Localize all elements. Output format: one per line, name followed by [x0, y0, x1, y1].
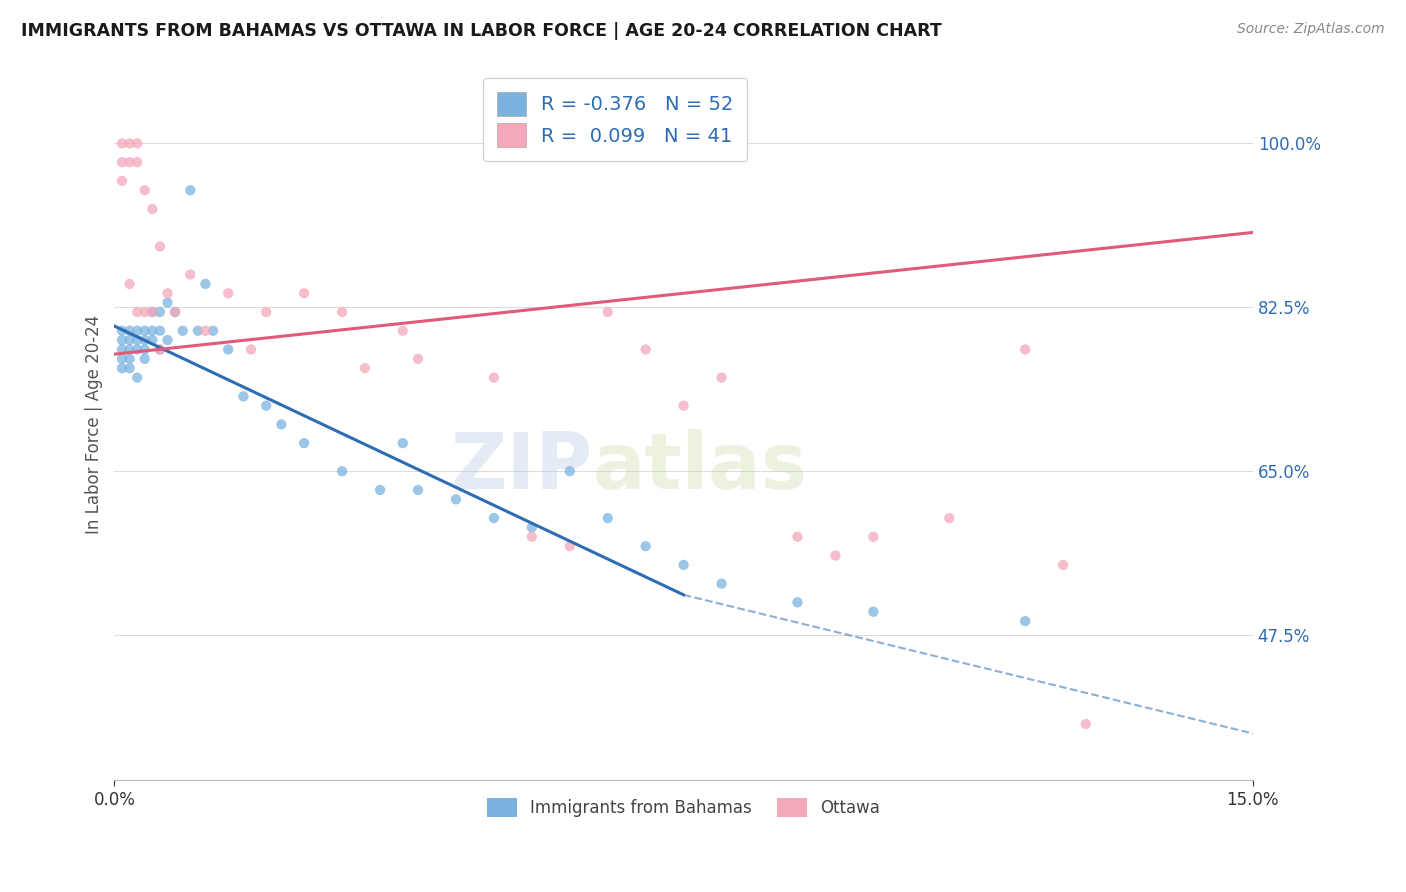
Point: [786, 530, 808, 544]
Point: [520, 530, 543, 544]
Point: [194, 277, 217, 291]
Point: [134, 324, 156, 338]
Point: [672, 558, 695, 572]
Point: [596, 511, 619, 525]
Point: [172, 324, 194, 338]
Point: [149, 239, 172, 253]
Legend: Immigrants from Bahamas, Ottawa: Immigrants from Bahamas, Ottawa: [478, 789, 889, 825]
Text: Source: ZipAtlas.com: Source: ZipAtlas.com: [1237, 22, 1385, 37]
Point: [127, 343, 149, 357]
Point: [179, 183, 201, 197]
Point: [156, 333, 179, 347]
Point: [127, 155, 149, 169]
Point: [134, 343, 156, 357]
Point: [127, 333, 149, 347]
Point: [240, 343, 263, 357]
Point: [111, 351, 134, 366]
Point: [354, 361, 377, 376]
Point: [862, 530, 884, 544]
Point: [824, 549, 846, 563]
Point: [710, 370, 733, 384]
Point: [292, 286, 315, 301]
Point: [118, 155, 141, 169]
Point: [149, 305, 172, 319]
Y-axis label: In Labor Force | Age 20-24: In Labor Force | Age 20-24: [86, 315, 103, 534]
Point: [127, 324, 149, 338]
Point: [134, 333, 156, 347]
Point: [118, 333, 141, 347]
Point: [141, 324, 163, 338]
Point: [111, 333, 134, 347]
Point: [149, 343, 172, 357]
Point: [672, 399, 695, 413]
Point: [558, 539, 581, 553]
Point: [292, 436, 315, 450]
Point: [202, 324, 225, 338]
Point: [634, 343, 657, 357]
Point: [596, 305, 619, 319]
Point: [118, 351, 141, 366]
Point: [141, 333, 163, 347]
Point: [482, 511, 505, 525]
Point: [111, 343, 134, 357]
Point: [134, 305, 156, 319]
Point: [1014, 343, 1036, 357]
Point: [127, 136, 149, 151]
Point: [111, 324, 134, 338]
Point: [111, 155, 134, 169]
Point: [254, 305, 277, 319]
Text: ZIP: ZIP: [450, 429, 592, 505]
Point: [634, 539, 657, 553]
Point: [217, 286, 239, 301]
Point: [1074, 717, 1097, 731]
Point: [127, 305, 149, 319]
Point: [134, 351, 156, 366]
Point: [149, 343, 172, 357]
Point: [141, 305, 163, 319]
Point: [270, 417, 292, 432]
Point: [165, 305, 187, 319]
Point: [406, 483, 429, 497]
Point: [111, 136, 134, 151]
Point: [134, 183, 156, 197]
Point: [254, 399, 277, 413]
Point: [444, 492, 467, 507]
Point: [149, 324, 172, 338]
Text: atlas: atlas: [592, 429, 807, 505]
Point: [156, 286, 179, 301]
Point: [141, 202, 163, 216]
Point: [406, 351, 429, 366]
Point: [520, 520, 543, 534]
Point: [330, 305, 353, 319]
Point: [165, 305, 187, 319]
Point: [938, 511, 960, 525]
Point: [111, 361, 134, 376]
Point: [179, 268, 201, 282]
Text: IMMIGRANTS FROM BAHAMAS VS OTTAWA IN LABOR FORCE | AGE 20-24 CORRELATION CHART: IMMIGRANTS FROM BAHAMAS VS OTTAWA IN LAB…: [21, 22, 942, 40]
Point: [194, 324, 217, 338]
Point: [391, 436, 413, 450]
Point: [217, 343, 239, 357]
Point: [111, 174, 134, 188]
Point: [118, 361, 141, 376]
Point: [232, 389, 254, 403]
Point: [141, 305, 163, 319]
Point: [368, 483, 391, 497]
Point: [127, 370, 149, 384]
Point: [187, 324, 209, 338]
Point: [118, 277, 141, 291]
Point: [1052, 558, 1074, 572]
Point: [558, 464, 581, 478]
Point: [1014, 614, 1036, 628]
Point: [156, 295, 179, 310]
Point: [118, 136, 141, 151]
Point: [118, 324, 141, 338]
Point: [862, 605, 884, 619]
Point: [118, 343, 141, 357]
Point: [391, 324, 413, 338]
Point: [482, 370, 505, 384]
Point: [786, 595, 808, 609]
Point: [330, 464, 353, 478]
Point: [710, 576, 733, 591]
